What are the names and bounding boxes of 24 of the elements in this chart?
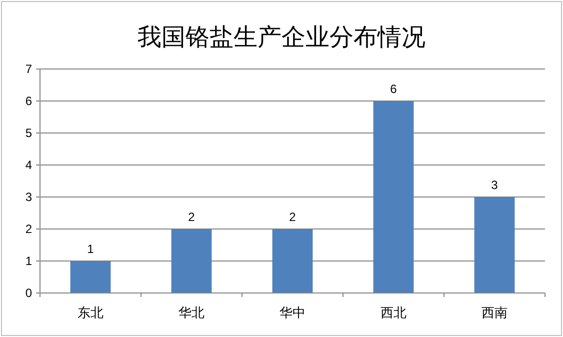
chart-title: 我国铬盐生产企业分布情况	[138, 23, 426, 51]
data-label: 3	[491, 178, 498, 192]
y-tick-label: 3	[25, 190, 32, 204]
bar	[373, 101, 414, 293]
x-tick-label: 东北	[78, 305, 104, 320]
y-tick-label: 6	[25, 94, 32, 108]
bar	[171, 229, 212, 293]
x-tick-label: 西南	[482, 305, 508, 320]
bar	[70, 261, 111, 293]
y-tick-label: 1	[25, 254, 32, 268]
bar	[272, 229, 313, 293]
data-label: 1	[87, 242, 94, 256]
data-label: 2	[188, 210, 196, 224]
y-tick-label: 4	[25, 158, 32, 172]
y-tick-label: 2	[25, 222, 32, 236]
x-tick-label: 华中	[280, 305, 306, 320]
y-tick-label: 0	[25, 286, 32, 300]
y-tick-label: 5	[25, 126, 32, 140]
data-label: 6	[390, 82, 398, 96]
x-tick-label: 华北	[178, 305, 204, 320]
data-label: 2	[289, 210, 296, 224]
y-tick-label: 7	[25, 62, 32, 76]
x-tick-label: 西北	[380, 305, 406, 320]
bar	[474, 197, 515, 293]
